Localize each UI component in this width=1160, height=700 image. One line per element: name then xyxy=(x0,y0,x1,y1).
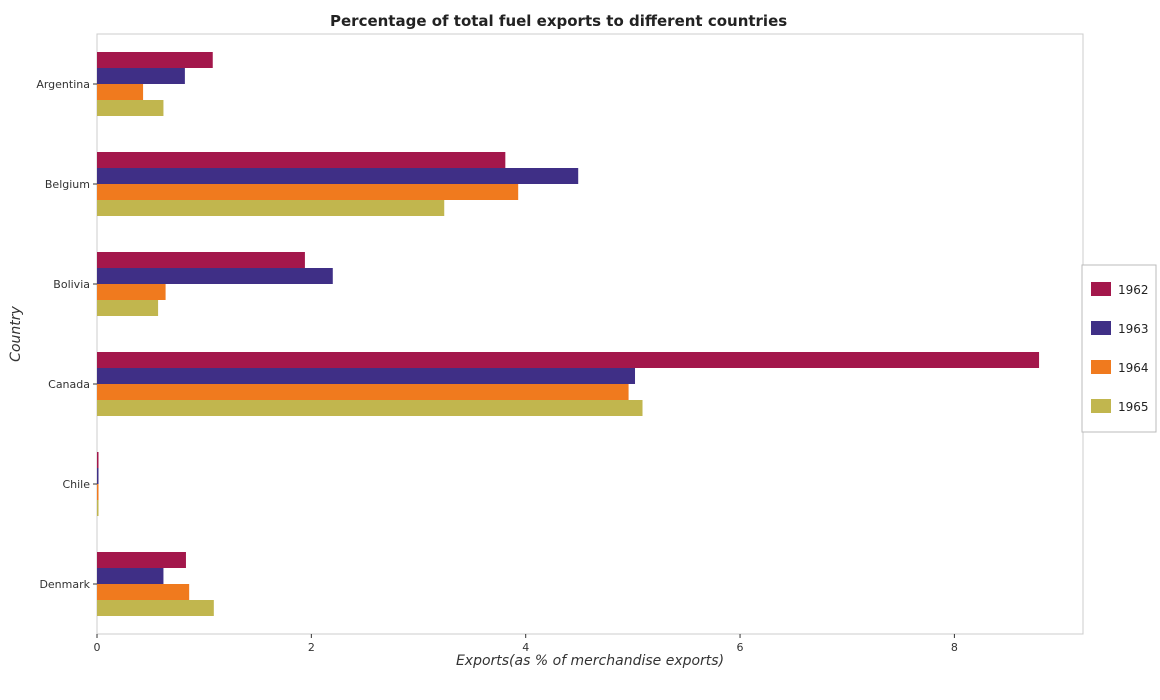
bar-canada-1965 xyxy=(97,400,643,416)
legend-swatch-1963 xyxy=(1091,321,1111,335)
y-tick-label-belgium: Belgium xyxy=(45,178,90,191)
x-tick-label: 2 xyxy=(308,641,315,654)
bar-denmark-1964 xyxy=(97,584,190,600)
chart-title: Percentage of total fuel exports to diff… xyxy=(330,12,787,30)
bar-argentina-1964 xyxy=(97,84,144,100)
x-tick-label: 8 xyxy=(951,641,958,654)
bar-bolivia-1964 xyxy=(97,284,166,300)
y-tick-label-denmark: Denmark xyxy=(39,578,90,591)
bar-argentina-1962 xyxy=(97,52,213,68)
bar-belgium-1963 xyxy=(97,168,579,184)
y-tick-label-canada: Canada xyxy=(48,378,90,391)
x-tick-labels: 0 2 4 6 8 xyxy=(94,634,958,654)
y-tick-label-bolivia: Bolivia xyxy=(53,278,90,291)
x-tick-label: 6 xyxy=(737,641,744,654)
bar-belgium-1965 xyxy=(97,200,445,216)
bar-argentina-1965 xyxy=(97,100,164,116)
bar-denmark-1965 xyxy=(97,600,214,616)
bar-denmark-1963 xyxy=(97,568,164,584)
x-tick-label: 4 xyxy=(522,641,529,654)
bar-chile-1962 xyxy=(97,452,99,468)
plot-area xyxy=(96,33,1084,635)
legend-swatch-1965 xyxy=(1091,399,1111,413)
bar-chile-1964 xyxy=(97,484,99,500)
legend-label-1965: 1965 xyxy=(1118,400,1149,414)
y-tick-labels: Argentina Belgium Bolivia Canada Chile Denmar… xyxy=(36,78,97,591)
y-tick-label-chile: Chile xyxy=(62,478,90,491)
legend-swatch-1962 xyxy=(1091,282,1111,296)
bar-denmark-1962 xyxy=(97,552,186,568)
y-tick-label-argentina: Argentina xyxy=(36,78,90,91)
legend-label-1964: 1964 xyxy=(1118,361,1149,375)
bar-chile-1963 xyxy=(97,468,99,484)
bar-bolivia-1965 xyxy=(97,300,159,316)
bar-canada-1964 xyxy=(97,384,629,400)
legend-label-1962: 1962 xyxy=(1118,283,1149,297)
bar-belgium-1962 xyxy=(97,152,506,168)
bar-canada-1963 xyxy=(97,368,636,384)
bars-group xyxy=(97,52,1040,616)
legend: 1962 1963 1964 1965 xyxy=(1081,264,1157,433)
x-axis-label: Exports(as % of merchandise exports) xyxy=(456,653,724,669)
bar-argentina-1963 xyxy=(97,68,185,84)
bar-bolivia-1962 xyxy=(97,252,305,268)
legend-label-1963: 1963 xyxy=(1118,322,1149,336)
x-tick-label: 0 xyxy=(94,641,101,654)
bar-bolivia-1963 xyxy=(97,268,333,284)
bar-belgium-1964 xyxy=(97,184,519,200)
y-axis-label: Country xyxy=(8,305,24,361)
bar-chile-1965 xyxy=(97,500,99,516)
bar-canada-1962 xyxy=(97,352,1040,368)
legend-swatch-1964 xyxy=(1091,360,1111,374)
